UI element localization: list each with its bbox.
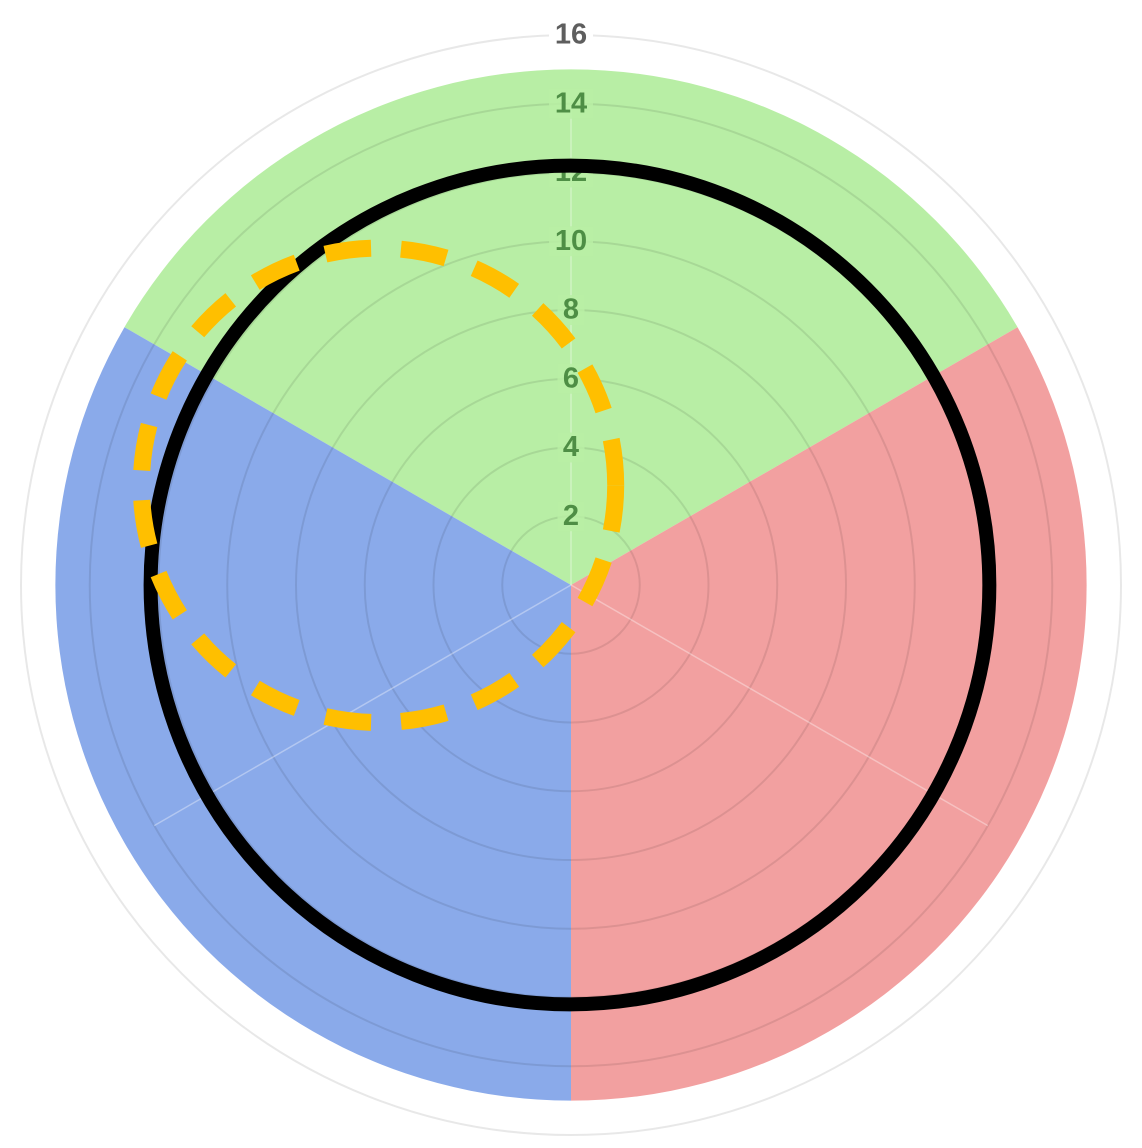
tick-backdrop xyxy=(557,432,585,463)
solid-highlight-circle xyxy=(143,158,997,1012)
tick-label-14: 14 xyxy=(555,87,587,119)
tick-label-10: 10 xyxy=(555,225,587,257)
tick-label-4: 4 xyxy=(563,431,579,463)
chart-annotations xyxy=(132,158,997,1012)
tick-backdrop xyxy=(549,20,593,50)
tick-label-8: 8 xyxy=(563,294,579,326)
sector-2 xyxy=(571,327,1087,1101)
tick-backdrop xyxy=(557,295,585,325)
tick-label-6: 6 xyxy=(563,362,579,394)
tick-label-16: 16 xyxy=(555,19,587,51)
tick-backdrop xyxy=(549,226,593,257)
tick-label-2: 2 xyxy=(563,500,579,532)
sector-1 xyxy=(124,69,1018,585)
tick-backdrop xyxy=(557,501,585,532)
sector-3 xyxy=(55,327,571,1101)
dashed-highlight-circle xyxy=(132,239,625,731)
tick-backdrop xyxy=(549,88,593,119)
tick-backdrop xyxy=(557,363,585,394)
angle-spoke-2 xyxy=(570,584,989,827)
angle-spoke-3 xyxy=(153,584,572,827)
chart-sectors xyxy=(55,69,1087,1101)
